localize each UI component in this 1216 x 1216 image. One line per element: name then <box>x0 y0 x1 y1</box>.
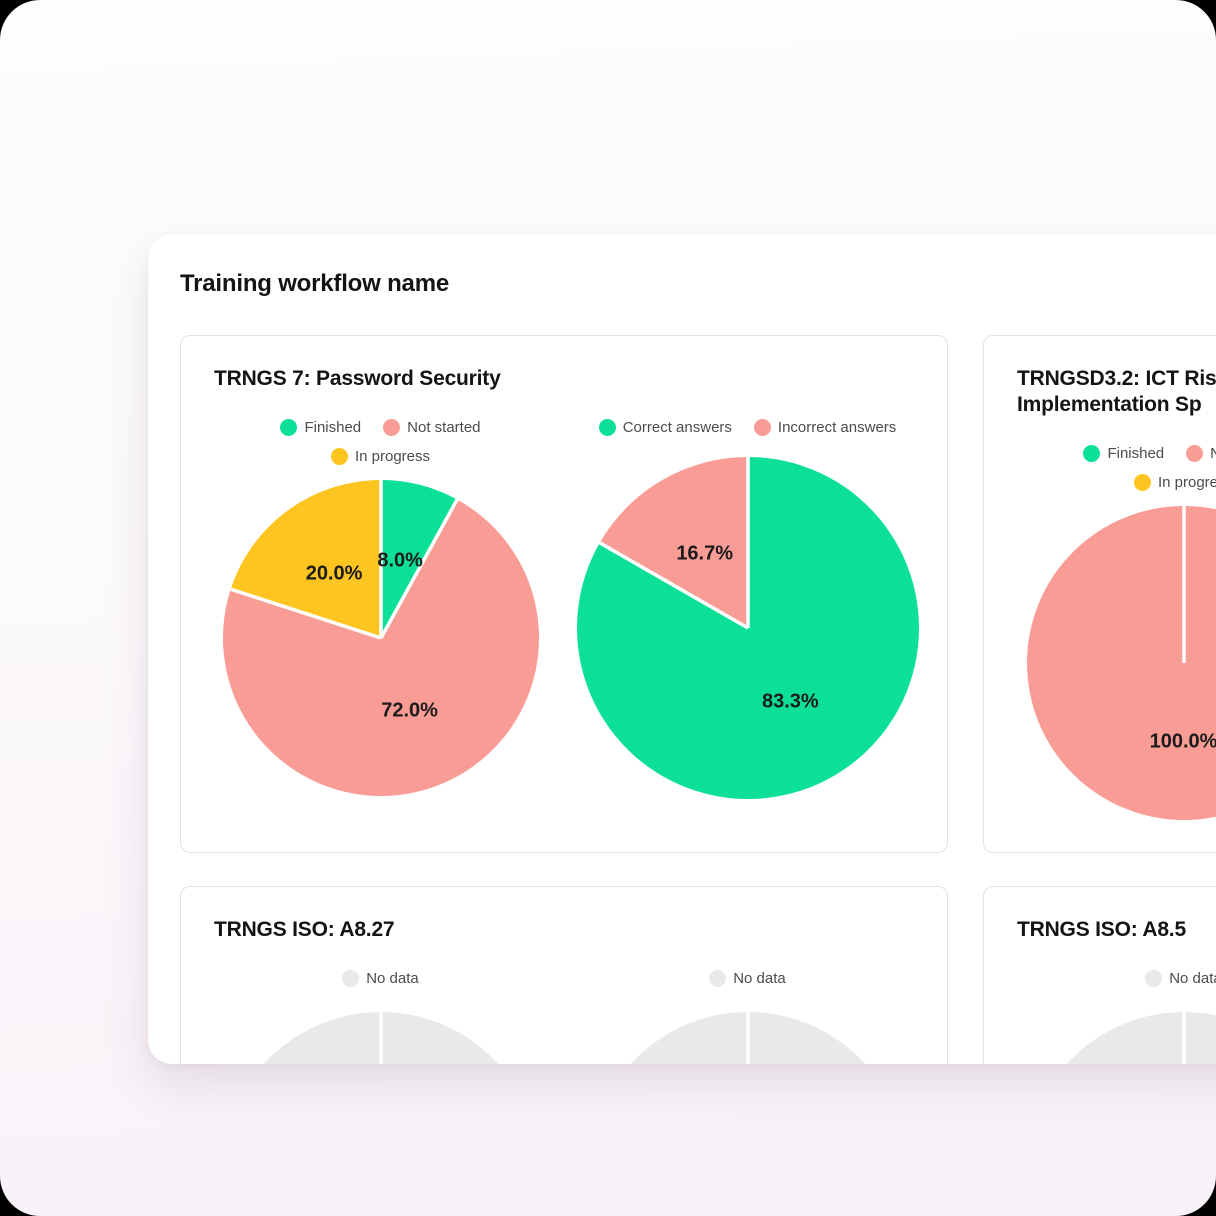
legend-item[interactable]: No data <box>709 967 786 990</box>
pie-percentage-label: 100.0% <box>1149 730 1216 752</box>
legend-label: In progress <box>1157 474 1216 491</box>
pie-percentage-label: 83.3% <box>761 690 819 713</box>
legend-label: In progress <box>354 448 431 465</box>
chart-legend: No data <box>342 967 419 990</box>
pie-svg <box>1066 1012 1216 1064</box>
pie-svg <box>263 1012 498 1064</box>
legend-label: No data <box>733 970 786 987</box>
slice-divider <box>598 541 749 630</box>
pie-chart: 100.0% <box>1026 506 1216 820</box>
training-workflow-panel: Training workflow name TRNGS 7: Password… <box>148 234 1216 1064</box>
legend-label: Finished <box>304 419 362 436</box>
pie-svg <box>1026 506 1216 820</box>
legend-label: Incorrect answers <box>777 419 897 436</box>
legend-dot-icon <box>753 419 771 436</box>
pie-row: Finished Not started In progress 100.0% <box>984 442 1216 820</box>
legend-item[interactable]: Not started <box>1186 442 1216 465</box>
legend-label: Not started <box>1210 445 1216 462</box>
legend-dot-icon <box>709 970 727 987</box>
chart-legend: No data <box>1145 967 1216 990</box>
chart-legend: No data <box>709 967 786 990</box>
card-title: TRNGS 7: Password Security <box>214 367 501 390</box>
pie-slice <box>1026 506 1216 820</box>
legend-dot-icon <box>330 448 348 465</box>
pie-slice <box>599 457 748 628</box>
legend-dot-icon <box>342 970 360 987</box>
legend-item[interactable]: Incorrect answers <box>753 416 897 439</box>
legend-dot-icon <box>280 419 298 436</box>
legend-dot-icon <box>1186 445 1204 462</box>
pie-row: Finished Not started In progress 8.0% 72.0% 2… <box>181 416 947 799</box>
card-title: TRNGS ISO: A8.5 <box>1017 918 1186 941</box>
pie-chart <box>590 1012 906 1064</box>
pie-completion-status: No data <box>197 967 564 1064</box>
legend-label: Finished <box>1107 445 1165 462</box>
page-title: Training workflow name <box>180 270 449 297</box>
legend-dot-icon <box>1145 970 1163 987</box>
pie-slice <box>230 480 381 638</box>
legend-label: No data <box>1169 970 1216 987</box>
card-trngs-iso-a8-27: TRNGS ISO: A8.27 No data No data <box>180 886 948 1064</box>
legend-item[interactable]: No data <box>1145 967 1216 990</box>
legend-item[interactable]: Correct answers <box>598 416 732 439</box>
pie-completion-status: Finished Not started In progress 100.0% <box>1000 442 1216 820</box>
pie-completion-status: Finished Not started In progress 8.0% 72.0% 2… <box>197 416 564 799</box>
pie-chart <box>1026 1012 1216 1064</box>
pie-chart <box>223 1012 539 1064</box>
legend-item[interactable]: Finished <box>1083 442 1164 465</box>
slice-divider <box>378 498 459 639</box>
pie-percentage-label: 72.0% <box>381 699 438 722</box>
pie-answers: No data <box>564 967 931 1064</box>
pie-svg <box>576 457 919 799</box>
card-title: TRNGS ISO: A8.27 <box>214 918 395 941</box>
pie-percentage-label: 20.0% <box>305 562 363 585</box>
pie-svg <box>630 1012 865 1064</box>
card-trngs-7-password-security: TRNGS 7: Password Security Finished Not s… <box>180 335 948 853</box>
pie-svg <box>222 480 539 796</box>
card-title-line-1: TRNGSD3.2: ICT Ris <box>1017 367 1216 390</box>
legend-item[interactable]: Finished <box>280 416 361 439</box>
legend-dot-icon <box>1083 445 1101 462</box>
legend-item[interactable]: In progress <box>330 445 431 468</box>
legend-dot-icon <box>1133 474 1151 491</box>
legend-item[interactable]: Not started <box>383 416 481 439</box>
card-trngs-iso-a8-5: TRNGS ISO: A8.5 No data <box>983 886 1216 1064</box>
pie-percentage-label: 8.0% <box>377 549 423 572</box>
chart-legend: Correct answers Incorrect answers <box>598 416 897 439</box>
legend-label: Not started <box>407 419 481 436</box>
legend-dot-icon <box>598 419 616 436</box>
chart-legend: Finished Not started In progress <box>1034 442 1216 494</box>
legend-item[interactable]: In progress <box>1133 471 1216 494</box>
pie-slice <box>380 480 457 638</box>
pie-completion-status: No data <box>1000 967 1216 1064</box>
pie-slice <box>1066 1012 1216 1064</box>
slice-divider <box>229 587 382 640</box>
pie-chart: 8.0% 72.0% 20.0% <box>222 480 539 796</box>
pie-chart: 83.3% 16.7% <box>576 457 919 799</box>
pie-answers: Correct answers Incorrect answers 83.3% 16.… <box>564 416 931 799</box>
pie-row: No data <box>984 967 1216 1064</box>
chart-legend: Finished Not started In progress <box>231 416 531 468</box>
pie-slice <box>222 499 539 796</box>
pie-row: No data No data <box>181 967 947 1064</box>
card-title: TRNGSD3.2: ICT Ris Implementation Sp <box>1017 366 1216 418</box>
legend-label: Correct answers <box>622 419 732 436</box>
legend-dot-icon <box>383 419 401 436</box>
card-title-line-2: Implementation Sp <box>1017 393 1202 416</box>
card-trngsd3-2: TRNGSD3.2: ICT Ris Implementation Sp Fin… <box>983 335 1216 853</box>
legend-item[interactable]: No data <box>342 967 419 990</box>
legend-label: No data <box>366 970 419 987</box>
pie-percentage-label: 16.7% <box>676 542 734 565</box>
